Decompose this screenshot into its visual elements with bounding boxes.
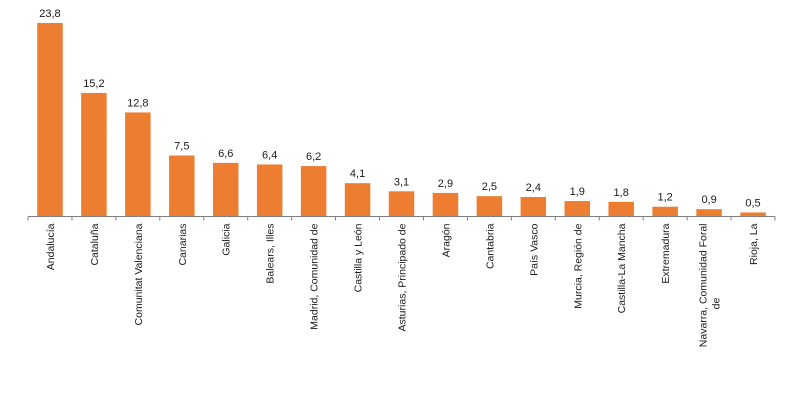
bar [608,201,634,217]
category-label: País Vasco [528,223,540,275]
bar [125,112,151,217]
bar-value-label: 7,5 [174,141,189,153]
bar-value-label: 3,1 [394,176,409,188]
bar [37,23,63,217]
bar-value-label: 1,8 [614,187,629,199]
category-label: Madrid, Comunidad de [309,223,321,329]
bar-value-label: 6,2 [306,151,321,163]
bar-value-label: 6,6 [218,148,233,160]
bar [81,92,107,217]
bar-value-label: 1,2 [657,192,672,204]
bar-value-label: 15,2 [83,78,104,90]
category-label: Murcia, Región de [572,223,584,308]
category-label: Balears, Illes [265,224,277,284]
bars-group [37,23,766,217]
value-labels-group: 23,8 15,2 12,8 7,5 6,6 6,4 6,2 4,1 3,1 2,9 2,5 2,4 1… [39,8,760,209]
bar-value-label: 23,8 [39,8,60,20]
bar [300,166,327,217]
category-label: Aragón [440,223,452,257]
category-label: Navarra, Comunidad Foralde [698,224,723,348]
bar-value-label: 6,4 [262,149,277,161]
category-label: Extremadura [660,223,672,283]
bar [344,183,371,217]
bar [520,196,547,217]
category-label: Comunitat Valenciana [133,223,145,325]
category-label: Canarias [177,224,189,266]
category-label: Castilla y León [353,223,365,292]
bar [696,209,722,217]
bar [256,164,283,217]
bar-value-label: 0,5 [745,197,760,209]
bar-value-label: 2,9 [438,178,453,190]
category-label: Galicia [221,223,233,255]
category-label: Cantabria [484,223,496,269]
category-labels-group: Andalucía Cataluña Comunitat Valenciana Can… [45,223,760,347]
bar [564,201,591,217]
bar [652,206,678,217]
bar-value-label: 2,5 [482,181,497,193]
bar-value-label: 0,9 [701,194,716,206]
category-label: Rioja, La [748,223,760,265]
bar [476,196,503,217]
bar-value-label: 12,8 [127,97,148,109]
category-label: Asturias, Principado de [397,223,409,331]
bar [432,192,459,217]
bar [212,162,239,217]
x-axis-ticks [27,216,776,221]
category-label: Andalucía [45,223,57,270]
bar-value-label: 1,9 [570,186,585,198]
bar [740,212,766,217]
bar-value-label: 4,1 [350,168,365,180]
bar [388,191,415,217]
bar-value-label: 2,4 [526,182,541,194]
category-label: Castilla-La Mancha [616,223,628,313]
category-label: Cataluña [89,223,101,265]
bar [169,155,195,217]
